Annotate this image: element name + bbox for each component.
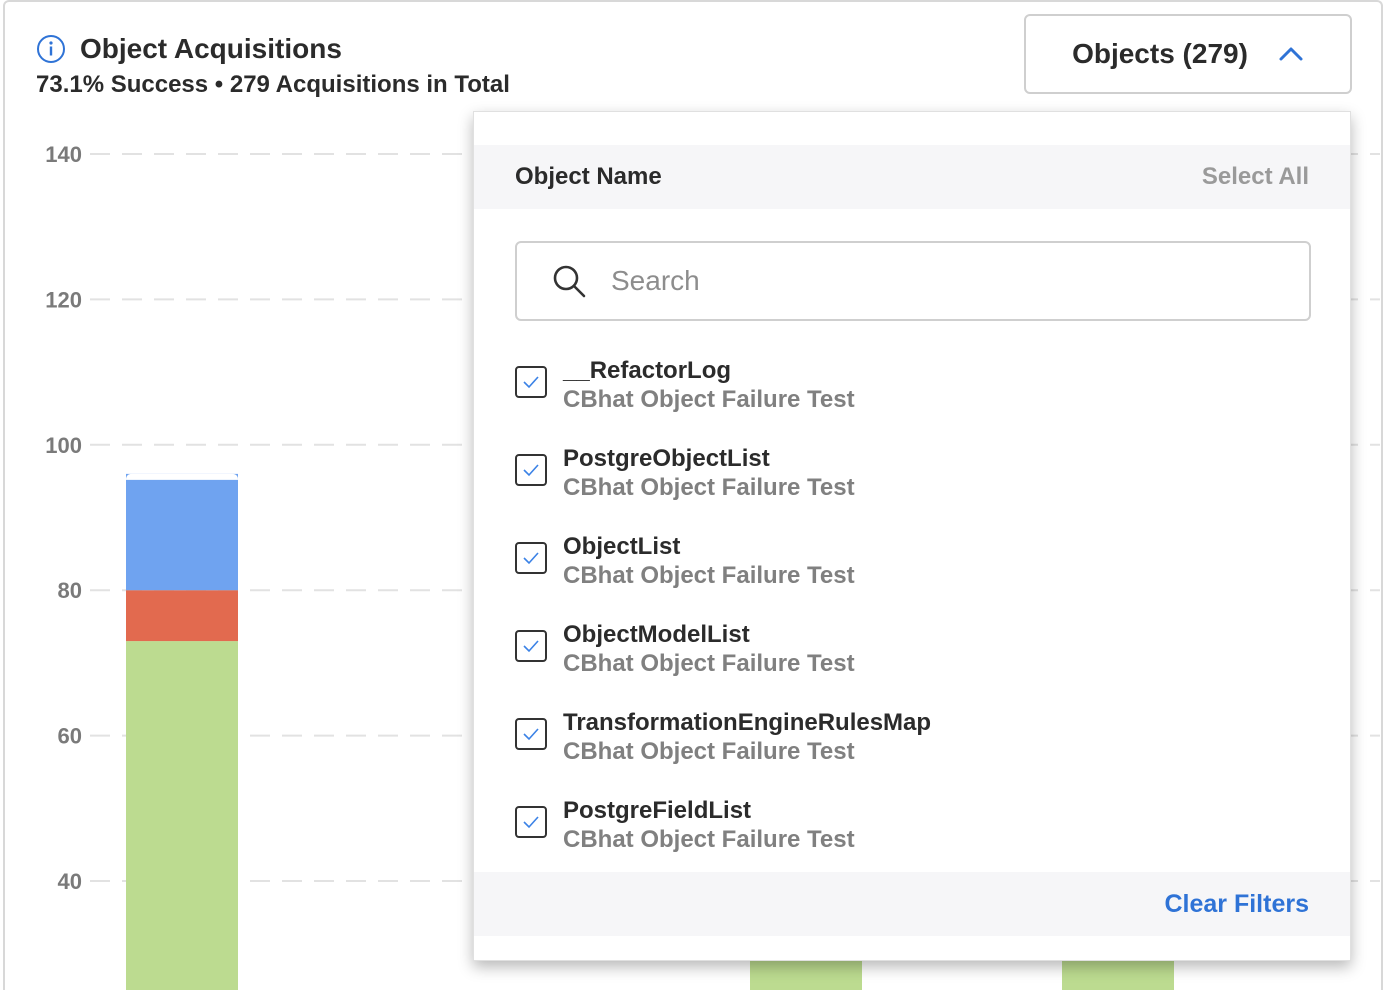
- check-icon: [523, 464, 539, 477]
- list-item[interactable]: PostgreFieldList CBhat Object Failure Tes…: [515, 796, 931, 884]
- object-list: __RefactorLog CBhat Object Failure Test P…: [515, 356, 931, 884]
- objects-dropdown: Object Name Select All __RefactorLogCBha…: [473, 111, 1351, 961]
- search-field[interactable]: [515, 241, 1311, 321]
- checkbox[interactable]: [515, 806, 547, 838]
- bar-segment[interactable]: [126, 590, 238, 642]
- checkbox[interactable]: [515, 542, 547, 574]
- check-icon: [523, 816, 539, 829]
- search-icon: [553, 265, 586, 298]
- object-source: CBhat Object Failure Test: [563, 650, 855, 677]
- dropdown-header: Object Name Select All: [474, 145, 1350, 209]
- object-name: ObjectModelList: [563, 621, 750, 648]
- list-item[interactable]: TransformationEngineRulesMap CBhat Object…: [515, 708, 931, 796]
- chart-header: Object Acquisitions: [36, 33, 342, 65]
- list-item[interactable]: PostgreObjectList CBhat Object Failure Te…: [515, 444, 931, 532]
- chart-subtitle: 73.1% Success • 279 Acquisitions in Tota…: [36, 71, 510, 98]
- object-source: CBhat Object Failure Test: [563, 826, 855, 853]
- select-all-button[interactable]: Select All: [1201, 163, 1309, 190]
- search-input[interactable]: [611, 265, 1251, 297]
- y-tick-label: 140: [45, 142, 82, 167]
- object-source: CBhat Object Failure Test: [563, 738, 855, 765]
- y-tick-label: 40: [58, 869, 82, 894]
- info-icon[interactable]: [36, 34, 66, 64]
- object-name-heading: Object Name: [515, 163, 662, 190]
- object-source: CBhat Object Failure Test: [563, 562, 855, 589]
- objects-filter-button[interactable]: Objects (279): [1024, 14, 1352, 94]
- y-tick-label: 80: [58, 578, 82, 603]
- object-name: TransformationEngineRulesMap: [563, 709, 932, 736]
- checkbox[interactable]: [515, 366, 547, 398]
- object-name: ObjectList: [563, 533, 681, 560]
- y-tick-label: 100: [45, 433, 82, 458]
- list-item[interactable]: ObjectList CBhat Object Failure Test: [515, 532, 931, 620]
- object-name: __RefactorLog: [563, 357, 732, 384]
- clear-filters-button[interactable]: Clear Filters: [1164, 889, 1309, 918]
- bar-segment[interactable]: [126, 641, 238, 990]
- checkbox[interactable]: [515, 718, 547, 750]
- bar-corner: [126, 473, 238, 480]
- checkbox[interactable]: [515, 630, 547, 662]
- check-icon: [523, 552, 539, 565]
- check-icon: [523, 728, 539, 741]
- bar-segment[interactable]: [126, 473, 238, 591]
- check-icon: [523, 640, 539, 653]
- list-item[interactable]: ObjectModelList CBhat Object Failure Test: [515, 620, 931, 708]
- dropdown-footer: Clear Filters: [474, 872, 1350, 936]
- chart-title: Object Acquisitions: [80, 33, 342, 64]
- object-source: CBhat Object Failure Test: [563, 474, 855, 501]
- checkbox[interactable]: [515, 454, 547, 486]
- object-name: PostgreFieldList: [563, 797, 752, 824]
- y-tick-label: 60: [58, 724, 82, 749]
- check-icon: [523, 376, 539, 389]
- object-name: PostgreObjectList: [563, 445, 770, 472]
- list-item[interactable]: __RefactorLog CBhat Object Failure Test: [515, 356, 931, 444]
- object-source: CBhat Object Failure Test: [563, 386, 855, 413]
- y-tick-label: 120: [45, 287, 82, 312]
- objects-filter-label: Objects (279): [1072, 38, 1248, 69]
- chevron-up-icon: [1279, 47, 1303, 61]
